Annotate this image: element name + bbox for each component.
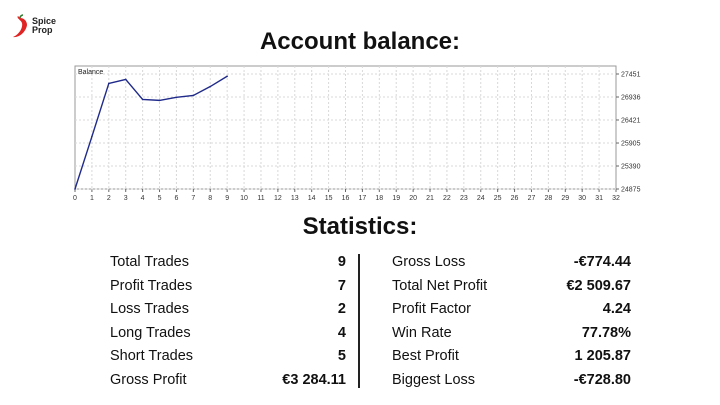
stat-right-label: Gross Loss bbox=[392, 254, 466, 270]
x-tick-label: 29 bbox=[561, 195, 569, 202]
balance-point bbox=[108, 82, 110, 85]
brand-line2: Prop bbox=[32, 25, 53, 35]
stat-left-label: Total Trades bbox=[110, 254, 189, 270]
stat-left-label: Short Trades bbox=[110, 348, 194, 365]
y-tick-label: 26421 bbox=[621, 117, 641, 124]
x-tick-label: 13 bbox=[291, 195, 299, 202]
stat-right-value: 77.78% bbox=[581, 324, 631, 341]
stat-left-value: €3 284.11 bbox=[282, 372, 346, 388]
y-tick-label: 25905 bbox=[621, 141, 641, 148]
x-tick-label: 2 bbox=[107, 195, 111, 202]
x-tick-label: 1 bbox=[90, 195, 94, 202]
stat-right-value: €2 509.67 bbox=[566, 277, 631, 294]
stat-left-label: Gross Profit bbox=[110, 372, 187, 388]
stat-left-label: Loss Trades bbox=[110, 301, 189, 318]
x-tick-label: 7 bbox=[191, 195, 195, 202]
balance-point bbox=[192, 94, 195, 97]
y-tick-label: 24875 bbox=[621, 187, 641, 194]
brand-line1: Spice bbox=[32, 16, 57, 26]
x-tick-label: 16 bbox=[342, 195, 350, 202]
x-tick-label: 8 bbox=[208, 195, 212, 202]
x-tick-label: 5 bbox=[158, 195, 162, 202]
balance-point bbox=[124, 78, 127, 81]
stats-divider bbox=[358, 254, 360, 388]
y-tick-label: 26936 bbox=[621, 94, 641, 101]
stat-left-value: 4 bbox=[337, 324, 346, 341]
x-tick-label: 10 bbox=[240, 195, 248, 202]
y-tick-label: 27451 bbox=[621, 72, 641, 79]
x-tick-label: 28 bbox=[544, 195, 552, 202]
x-tick-label: 22 bbox=[443, 195, 451, 202]
x-tick-label: 17 bbox=[359, 195, 367, 202]
balance-point bbox=[91, 135, 93, 138]
stat-right-value: 4.24 bbox=[602, 301, 631, 318]
stat-right-label: Total Net Profit bbox=[392, 277, 488, 294]
stat-left-value: 7 bbox=[337, 277, 346, 294]
x-tick-label: 21 bbox=[426, 195, 434, 202]
stat-left-label: Profit Trades bbox=[110, 277, 193, 294]
balance-line bbox=[74, 75, 228, 190]
x-tick-label: 11 bbox=[257, 195, 264, 202]
stat-left-value: 9 bbox=[337, 254, 346, 270]
x-tick-label: 15 bbox=[325, 195, 333, 202]
balance-point bbox=[209, 85, 212, 88]
x-tick-label: 25 bbox=[494, 195, 502, 202]
x-tick-label: 23 bbox=[460, 195, 468, 202]
stat-right-label: Profit Factor bbox=[392, 301, 471, 318]
x-tick-label: 14 bbox=[308, 195, 316, 202]
balance-point bbox=[175, 96, 178, 99]
balance-chart: 0 1 2 3 4 5 6 7 8 9 10 11 12 13 14 15 16 17 18 19 20 21 22 23 24… bbox=[73, 65, 641, 202]
statistics-title: Statistics: bbox=[302, 213, 418, 240]
stat-left-label: Long Trades bbox=[110, 324, 191, 341]
stat-right-value: 1 205.87 bbox=[574, 348, 631, 365]
x-tick-label: 0 bbox=[73, 195, 77, 202]
x-tick-label: 24 bbox=[477, 195, 485, 202]
balance-point bbox=[226, 75, 228, 78]
x-tick-label: 27 bbox=[528, 195, 536, 202]
x-tick-label: 18 bbox=[375, 195, 383, 202]
series-label: Balance bbox=[78, 69, 103, 76]
chili-icon bbox=[13, 16, 27, 38]
x-tick-label: 3 bbox=[124, 195, 128, 202]
balance-point bbox=[141, 98, 144, 101]
balance-point bbox=[158, 99, 161, 102]
stat-right-label: Biggest Loss bbox=[392, 372, 476, 388]
page-title: Account balance: bbox=[259, 28, 461, 55]
x-tick-label: 26 bbox=[511, 195, 519, 202]
x-tick-label: 31 bbox=[595, 195, 603, 202]
x-tick-label: 6 bbox=[174, 195, 178, 202]
x-tick-label: 32 bbox=[612, 195, 620, 202]
stat-right-label: Win Rate bbox=[392, 324, 452, 341]
y-tick-label: 25390 bbox=[621, 164, 641, 171]
stat-right-value: -€728.80 bbox=[573, 372, 631, 388]
stat-left-value: 5 bbox=[337, 348, 346, 365]
x-tick-label: 12 bbox=[274, 195, 282, 202]
balance-point bbox=[74, 188, 76, 190]
stat-right-label: Best Profit bbox=[392, 348, 459, 365]
x-tick-label: 19 bbox=[392, 195, 400, 202]
spice-prop-logo bbox=[13, 14, 27, 38]
stat-left-value: 2 bbox=[337, 301, 346, 318]
x-tick-label: 9 bbox=[225, 195, 229, 202]
brand-name: Spice Prop bbox=[32, 17, 56, 35]
x-tick-label: 20 bbox=[409, 195, 417, 202]
x-tick-label: 4 bbox=[141, 195, 145, 202]
stat-right-value: -€774.44 bbox=[573, 254, 631, 270]
x-tick-label: 30 bbox=[578, 195, 586, 202]
